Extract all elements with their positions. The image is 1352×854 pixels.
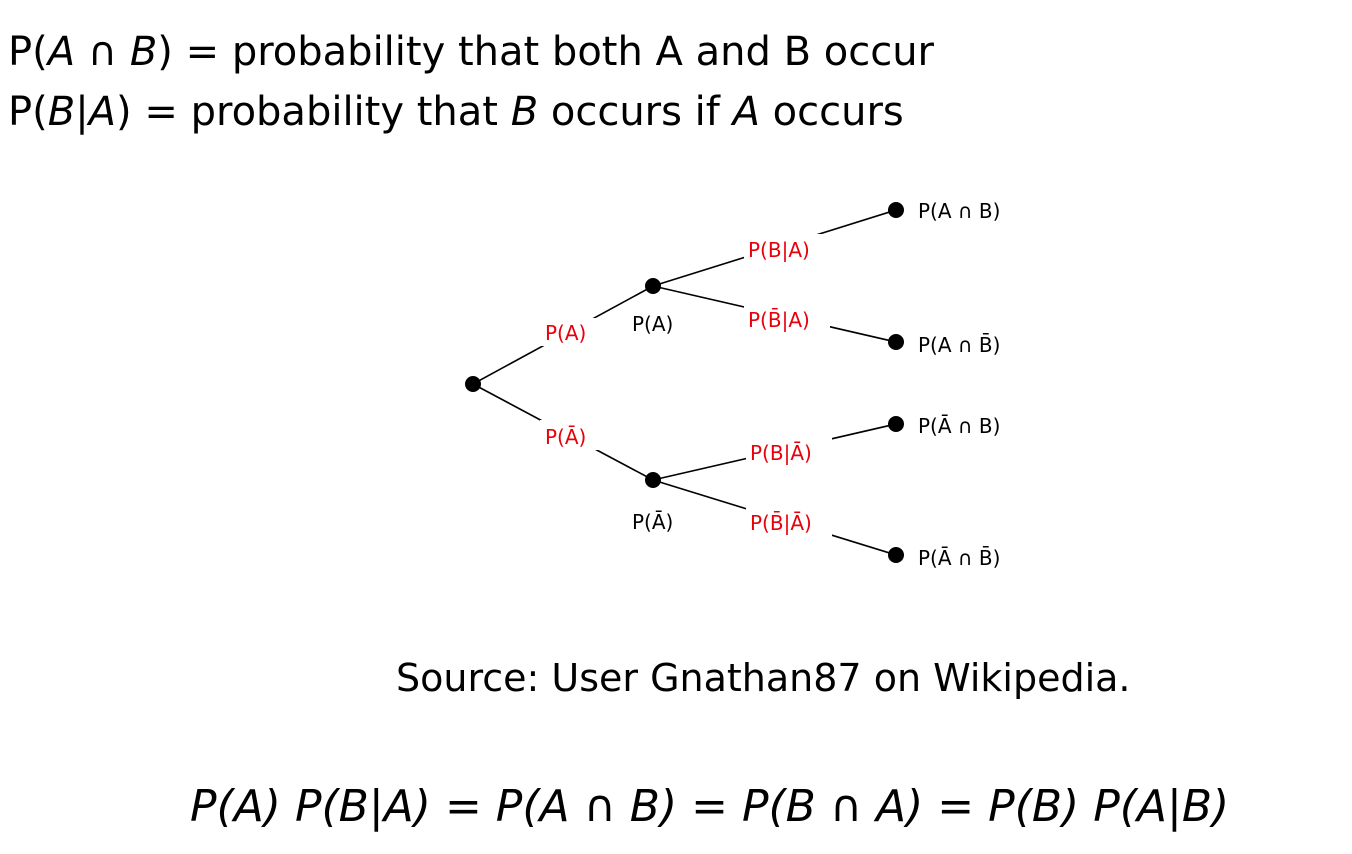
edge-label-p-a: P(A) [545, 321, 586, 345]
node-label-p-not-a: P(Ā) [632, 510, 673, 534]
node-label-p-not-a-and-not-b: P(Ā ∩ B̄) [918, 545, 1000, 570]
symbol-a: A [47, 29, 76, 75]
equals-sign: = [131, 89, 191, 135]
node-label-p-not-a-and-b: P(Ā ∩ B) [918, 414, 1000, 438]
definition-text: probability that both A and B occur [231, 29, 934, 75]
edge-label-p-not-b-given-a: P(B̄|A) [748, 307, 810, 332]
definition-intersection: P(A ∩ B) = probability that both A and B… [8, 28, 934, 76]
edge-label-p-not-a: P(Ā) [545, 425, 586, 449]
cap-symbol: ∩ [75, 29, 130, 75]
symbol-b: B [510, 89, 539, 135]
term-p-b: P(B) [988, 781, 1080, 832]
term-p-b-given-a: P(B|A) [294, 781, 431, 832]
definition-text-part2: occurs if [538, 89, 733, 135]
term-p-a-given-b: P(A|B) [1093, 781, 1230, 832]
p-close: ) [116, 89, 132, 135]
symbol-a: A [88, 89, 117, 135]
node-a [645, 278, 661, 294]
definition-conditional: P(B|A) = probability that B occurs if A … [8, 88, 904, 136]
term-p-a-and-b: P(A ∩ B) [495, 781, 678, 832]
node-label-p-a-and-b: P(A ∩ B) [918, 199, 1000, 223]
symbol-a: A [732, 89, 760, 135]
node-not-a-and-not-b [888, 547, 904, 563]
edge-label-p-b-given-a: P(B|A) [748, 238, 810, 262]
node-root [465, 376, 481, 392]
node-label-p-a-and-not-b: P(A ∩ B̄) [918, 332, 1000, 357]
term-p-b-and-a: P(B ∩ A) [741, 781, 924, 832]
source-attribution: Source: User Gnathan87 on Wikipedia. [396, 656, 1131, 700]
node-a-and-not-b [888, 334, 904, 350]
symbol-b: B [47, 89, 76, 135]
equals-sign: = [677, 781, 742, 832]
equals-sign: = [430, 781, 496, 832]
symbol-b: B [129, 29, 158, 75]
p-close: ) [157, 29, 173, 75]
edge-label-p-not-b-given-not-a: P(B̄|Ā) [750, 510, 812, 535]
edge-label-p-b-given-not-a: P(B|Ā) [750, 441, 812, 465]
node-label-p-a: P(A) [632, 312, 673, 336]
node-not-a [645, 472, 661, 488]
definition-text-part1: probability that [190, 89, 511, 135]
p-open: P( [8, 29, 48, 75]
node-a-and-b [888, 202, 904, 218]
equals-sign: = [172, 29, 232, 75]
definition-text-part3: occurs [759, 89, 904, 135]
given-bar: | [75, 89, 89, 135]
equals-sign: = [923, 781, 989, 832]
p-open: P( [8, 89, 48, 135]
term-p-a: P(A) [190, 781, 281, 832]
node-not-a-and-b [888, 416, 904, 432]
product-rule-equation: P(A) P(B|A) = P(A ∩ B) = P(B ∩ A) = P(B)… [190, 781, 1229, 833]
